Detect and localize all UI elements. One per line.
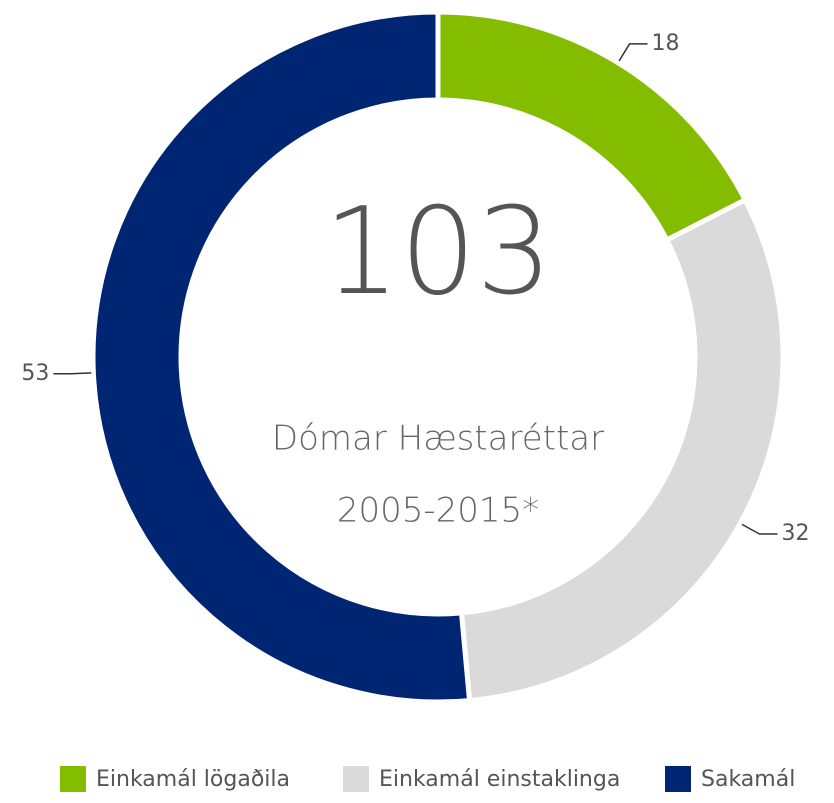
legend-label: Sakamál (701, 767, 795, 792)
leader-line (53, 372, 92, 375)
chart-subtitle: 2005-2015* (337, 491, 539, 531)
legend-swatch (343, 766, 369, 792)
total: 103 (323, 183, 552, 322)
legend-label: Einkamál einstaklinga (379, 767, 620, 792)
chart-title: Dómar Hæstaréttar (272, 419, 604, 459)
donut-segment (90, 9, 473, 705)
data-label: 18 (652, 31, 680, 56)
donut-segment (458, 196, 786, 704)
data-label: 53 (21, 361, 49, 386)
leader-line (618, 43, 648, 62)
legend-label: Einkamál lögaðila (96, 767, 290, 792)
legend-swatch (60, 766, 86, 792)
data-label: 32 (781, 521, 809, 546)
legend-swatch (665, 766, 691, 792)
leader-line (741, 523, 778, 535)
